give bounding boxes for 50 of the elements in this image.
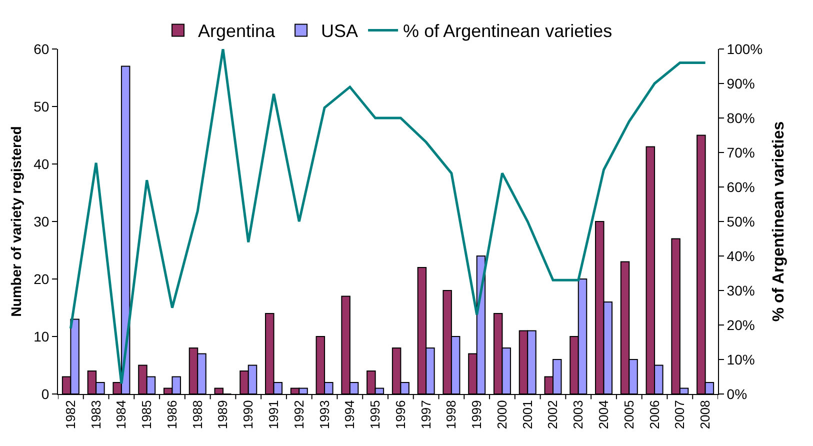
x-tick-label: 1989 (215, 400, 230, 430)
y2-tick-label: 0% (726, 386, 748, 402)
x-tick-label: 2007 (672, 400, 688, 430)
y2-tick-label: 90% (726, 75, 755, 92)
x-tick-label: 1999 (469, 400, 484, 430)
y-tick-label: 50 (34, 98, 50, 114)
y2-tick-label: 50% (726, 213, 755, 230)
x-tick-label: 2002 (545, 400, 560, 430)
x-tick-label: 1995 (368, 400, 383, 430)
x-tick-label: 2006 (646, 400, 662, 430)
y-tick-label: 30 (34, 213, 50, 230)
y-tick-label: 0 (41, 386, 50, 402)
y-tick-label: 40 (34, 156, 50, 172)
x-tick-label: 1992 (291, 400, 306, 430)
x-tick-label: 1993 (316, 400, 332, 430)
legend-label: USA (321, 21, 358, 42)
y-tick-label: 60 (34, 40, 50, 57)
x-tick-label: 1982 (62, 400, 78, 430)
x-tick-label: 1983 (88, 400, 104, 430)
legend-label: % of Argentinean varieties (403, 21, 612, 42)
x-tick-label: 1997 (418, 400, 434, 430)
y2-tick-label: 60% (726, 178, 755, 195)
y-axis-title: Number of variety registered (8, 126, 24, 317)
x-tick-label: 2003 (570, 400, 586, 430)
y2-tick-label: 80% (726, 110, 755, 126)
x-tick-label: 1996 (392, 400, 408, 430)
y-tick-label: 10 (34, 328, 50, 344)
y2-tick-label: 70% (726, 144, 755, 160)
x-tick-label: 2008 (698, 400, 713, 430)
y2-axis-title: % of Argentinean varieties (770, 121, 788, 322)
x-tick-label: 2005 (621, 400, 636, 430)
y2-tick-label: 100% (726, 40, 763, 57)
x-tick-label: 1998 (444, 400, 459, 430)
x-tick-label: 1994 (342, 400, 358, 430)
x-tick-label: 1985 (139, 400, 154, 430)
y2-tick-label: 40% (726, 248, 755, 264)
y-tick-label: 20 (34, 270, 50, 287)
y2-tick-label: 20% (726, 316, 755, 333)
x-tick-label: 1986 (164, 400, 180, 430)
x-tick-label: 1990 (240, 400, 256, 430)
x-tick-label: 2000 (494, 400, 510, 430)
x-tick-label: 2001 (520, 400, 535, 430)
legend-label: Argentina (198, 21, 276, 42)
y2-tick-label: 10% (726, 351, 755, 368)
line-series (69, 49, 707, 385)
y2-tick-label: 30% (726, 282, 755, 298)
x-tick-label: 2004 (596, 400, 611, 430)
x-tick-label: 1988 (190, 400, 205, 430)
x-tick-label: 1991 (266, 400, 281, 430)
x-tick-label: 1984 (114, 400, 129, 430)
